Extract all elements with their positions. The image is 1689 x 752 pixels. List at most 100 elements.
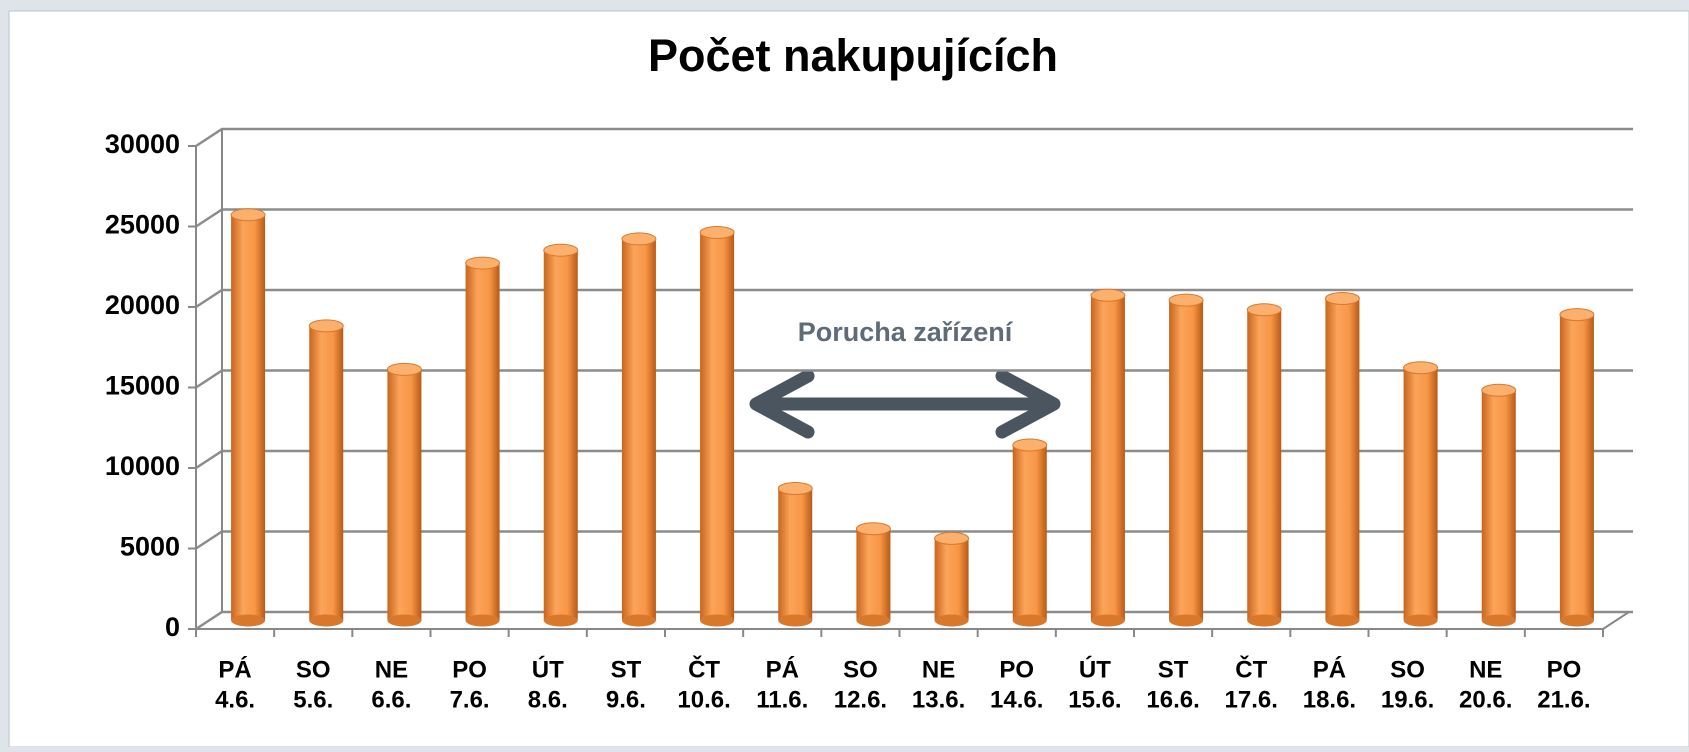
- x-tick-label: PO: [452, 656, 487, 683]
- bar-body: [778, 488, 813, 621]
- x-tick-label: 17.6.: [1225, 686, 1278, 713]
- bar-base: [1090, 614, 1125, 627]
- bar: [1168, 293, 1204, 627]
- bar: [230, 208, 266, 627]
- bar: [855, 522, 891, 627]
- bar-top: [1246, 303, 1282, 317]
- bar-base: [934, 614, 969, 627]
- bar-top: [543, 243, 579, 257]
- bar-body: [1012, 445, 1047, 621]
- bar: [1403, 361, 1439, 627]
- bar: [386, 362, 422, 627]
- bar-body: [621, 238, 656, 621]
- bar: [1246, 303, 1282, 627]
- bar-base: [1481, 614, 1516, 627]
- x-tick-label: PÁ: [766, 655, 799, 683]
- x-tick-label: 15.6.: [1068, 686, 1121, 713]
- x-tick-label: ČT: [688, 655, 720, 683]
- bar-base: [1325, 614, 1360, 627]
- x-tick-label: 13.6.: [912, 686, 965, 713]
- x-tick-label: 6.6.: [371, 686, 411, 713]
- bar-top: [1090, 288, 1126, 302]
- y-tick-label: 5000: [120, 532, 180, 562]
- x-tick-label: 4.6.: [215, 686, 255, 713]
- y-tick-label: 15000: [105, 371, 180, 401]
- bar-base: [700, 614, 735, 627]
- bar: [777, 481, 813, 627]
- x-tick-label: 16.6.: [1146, 686, 1199, 713]
- bar-base: [543, 614, 578, 627]
- bar-top: [308, 319, 344, 333]
- bar-base: [1403, 614, 1438, 627]
- bar-body: [309, 325, 344, 621]
- bar-body: [856, 528, 891, 621]
- annotation: Porucha zařízení: [798, 317, 1014, 347]
- bar: [1324, 292, 1360, 627]
- bar-top: [621, 232, 657, 246]
- x-tick-label: 9.6.: [606, 686, 646, 713]
- bar-base: [309, 614, 344, 627]
- x-tick-label: 5.6.: [293, 686, 333, 713]
- bar-base: [778, 614, 813, 627]
- bar-base: [621, 614, 656, 627]
- bar-body: [1169, 300, 1204, 621]
- bar: [465, 256, 501, 627]
- bar-body: [1325, 298, 1360, 621]
- bar-top: [1403, 361, 1439, 375]
- x-tick-label: 10.6.: [677, 686, 730, 713]
- bar-body: [231, 214, 266, 621]
- x-tick-label: SO: [296, 656, 331, 683]
- y-tick-label: 10000: [105, 451, 180, 481]
- bar-top: [855, 522, 891, 536]
- x-tick-label: ST: [1158, 656, 1189, 683]
- y-tick-label: 25000: [105, 210, 180, 240]
- bar: [1090, 288, 1126, 627]
- x-tick-label: PO: [1547, 656, 1582, 683]
- x-tick-label: NE: [1469, 656, 1502, 683]
- x-tick-label: 14.6.: [990, 686, 1043, 713]
- bar-base: [1559, 614, 1594, 627]
- bar-top: [1481, 383, 1517, 397]
- x-tick-label: 20.6.: [1459, 686, 1512, 713]
- bar: [1559, 308, 1595, 627]
- bar-body: [543, 250, 578, 621]
- x-tick-label: 12.6.: [834, 686, 887, 713]
- x-tick-label: ÚT: [532, 655, 564, 683]
- bar: [543, 243, 579, 627]
- bar-top: [699, 225, 735, 239]
- bar: [308, 319, 344, 627]
- y-tick-label: 30000: [105, 129, 180, 159]
- bar-base: [231, 614, 266, 627]
- x-tick-label: SO: [843, 656, 878, 683]
- bar-top: [777, 481, 813, 495]
- x-tick-label: ÚT: [1079, 655, 1111, 683]
- bar: [699, 225, 735, 627]
- bar-body: [1481, 390, 1516, 621]
- bar-top: [230, 208, 266, 222]
- bar-top: [1324, 292, 1360, 305]
- x-tick-label: 21.6.: [1537, 686, 1590, 713]
- bar-body: [1090, 295, 1125, 621]
- y-tick-label: 0: [165, 612, 180, 642]
- bar-base: [856, 614, 891, 627]
- bar-base: [1169, 614, 1204, 627]
- x-tick-label: PÁ: [218, 655, 251, 683]
- bar-top: [1012, 438, 1048, 452]
- bar: [1481, 383, 1517, 627]
- bar: [621, 232, 657, 627]
- bar: [1012, 438, 1048, 627]
- x-tick-label: PO: [999, 656, 1034, 683]
- bar-top: [934, 531, 970, 545]
- bar-base: [1247, 614, 1282, 627]
- bar-base: [387, 614, 422, 627]
- bar-body: [1559, 314, 1594, 621]
- chart-title: Počet nakupujících: [648, 30, 1058, 81]
- double-arrow: [749, 369, 1061, 439]
- x-tick-label: NE: [375, 656, 408, 683]
- bar-body: [934, 538, 969, 621]
- bar-body: [387, 369, 422, 621]
- x-tick-label: PÁ: [1313, 655, 1346, 683]
- bar-body: [465, 263, 500, 621]
